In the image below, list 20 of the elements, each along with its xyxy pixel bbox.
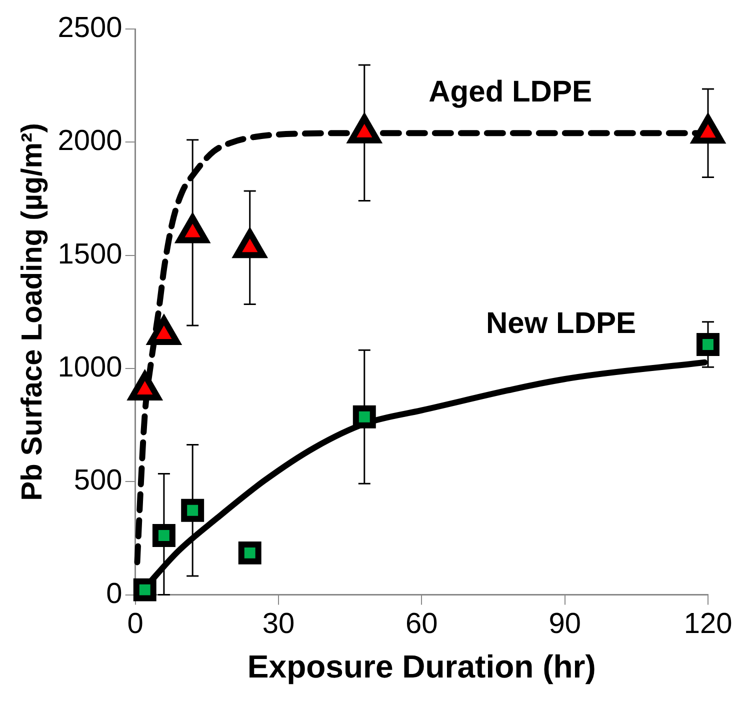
y-tick-label: 1000 bbox=[58, 351, 122, 384]
point bbox=[181, 498, 204, 522]
point bbox=[133, 578, 156, 602]
point bbox=[238, 541, 262, 564]
x-tick-label: 0 bbox=[127, 608, 144, 640]
x-tick-label: 120 bbox=[684, 608, 732, 640]
x-axis-title: Exposure Duration (hr) bbox=[247, 648, 596, 685]
y-axis-title: Pb Surface Loading (µg/m²) bbox=[16, 123, 48, 501]
y-tick-label: 2000 bbox=[58, 125, 122, 158]
y-tick-label: 500 bbox=[74, 464, 122, 497]
point bbox=[352, 405, 376, 428]
y-tick-label: 1500 bbox=[58, 238, 122, 270]
text: New LDPE bbox=[486, 306, 636, 340]
y-tick-label: 2500 bbox=[58, 12, 122, 44]
text: Aged LDPE bbox=[428, 75, 592, 108]
x-tick-label: 90 bbox=[548, 608, 581, 640]
y-tick-label: 0 bbox=[106, 578, 122, 610]
point bbox=[152, 524, 176, 547]
x-tick-label: 30 bbox=[262, 608, 295, 640]
x-tick-label: 60 bbox=[406, 608, 438, 640]
